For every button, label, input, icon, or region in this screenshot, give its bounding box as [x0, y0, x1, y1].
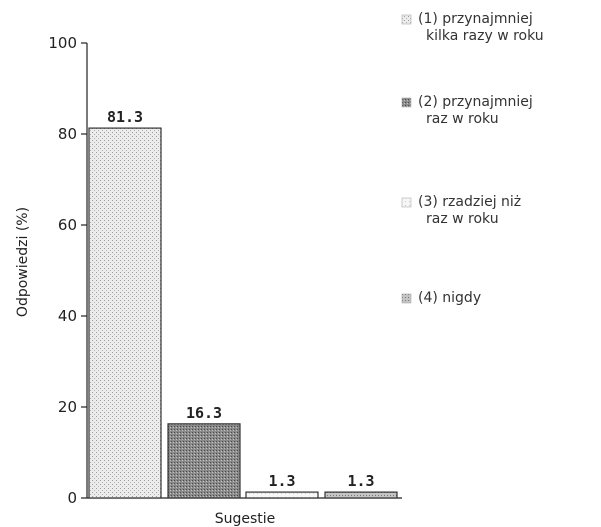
legend-swatch — [402, 198, 411, 207]
bar — [89, 128, 161, 498]
y-tick-label: 60 — [58, 216, 77, 234]
legend-label: (3) rzadziej niż — [418, 194, 521, 210]
y-tick-label: 40 — [58, 307, 77, 325]
legend-label: (2) przynajmniej — [418, 94, 533, 110]
y-tick-label: 80 — [58, 125, 77, 143]
legend-swatch — [402, 98, 411, 107]
legend-label: (1) przynajmniej — [418, 11, 533, 27]
y-tick-label: 100 — [48, 34, 77, 52]
data-label: 16.3 — [186, 404, 222, 422]
bar — [246, 492, 318, 498]
legend-label: raz w roku — [426, 111, 499, 127]
y-axis-title: Odpowiedzi (%) — [15, 207, 31, 317]
data-label: 81.3 — [107, 108, 143, 126]
legend-swatch — [402, 294, 411, 303]
legend-label: (4) nigdy — [418, 290, 481, 306]
bar — [168, 424, 240, 498]
y-tick-label: 20 — [58, 398, 77, 416]
legend-label: kilka razy w roku — [426, 28, 544, 44]
legend-swatch — [402, 15, 411, 24]
x-axis-title: Sugestie — [215, 511, 276, 527]
data-label: 1.3 — [347, 472, 374, 490]
y-tick-label: 0 — [67, 489, 77, 507]
legend-label: raz w roku — [426, 211, 499, 227]
bar — [325, 492, 397, 498]
bars: 81.3 16.3 1.3 1.3 — [89, 108, 397, 498]
data-label: 1.3 — [268, 472, 295, 490]
